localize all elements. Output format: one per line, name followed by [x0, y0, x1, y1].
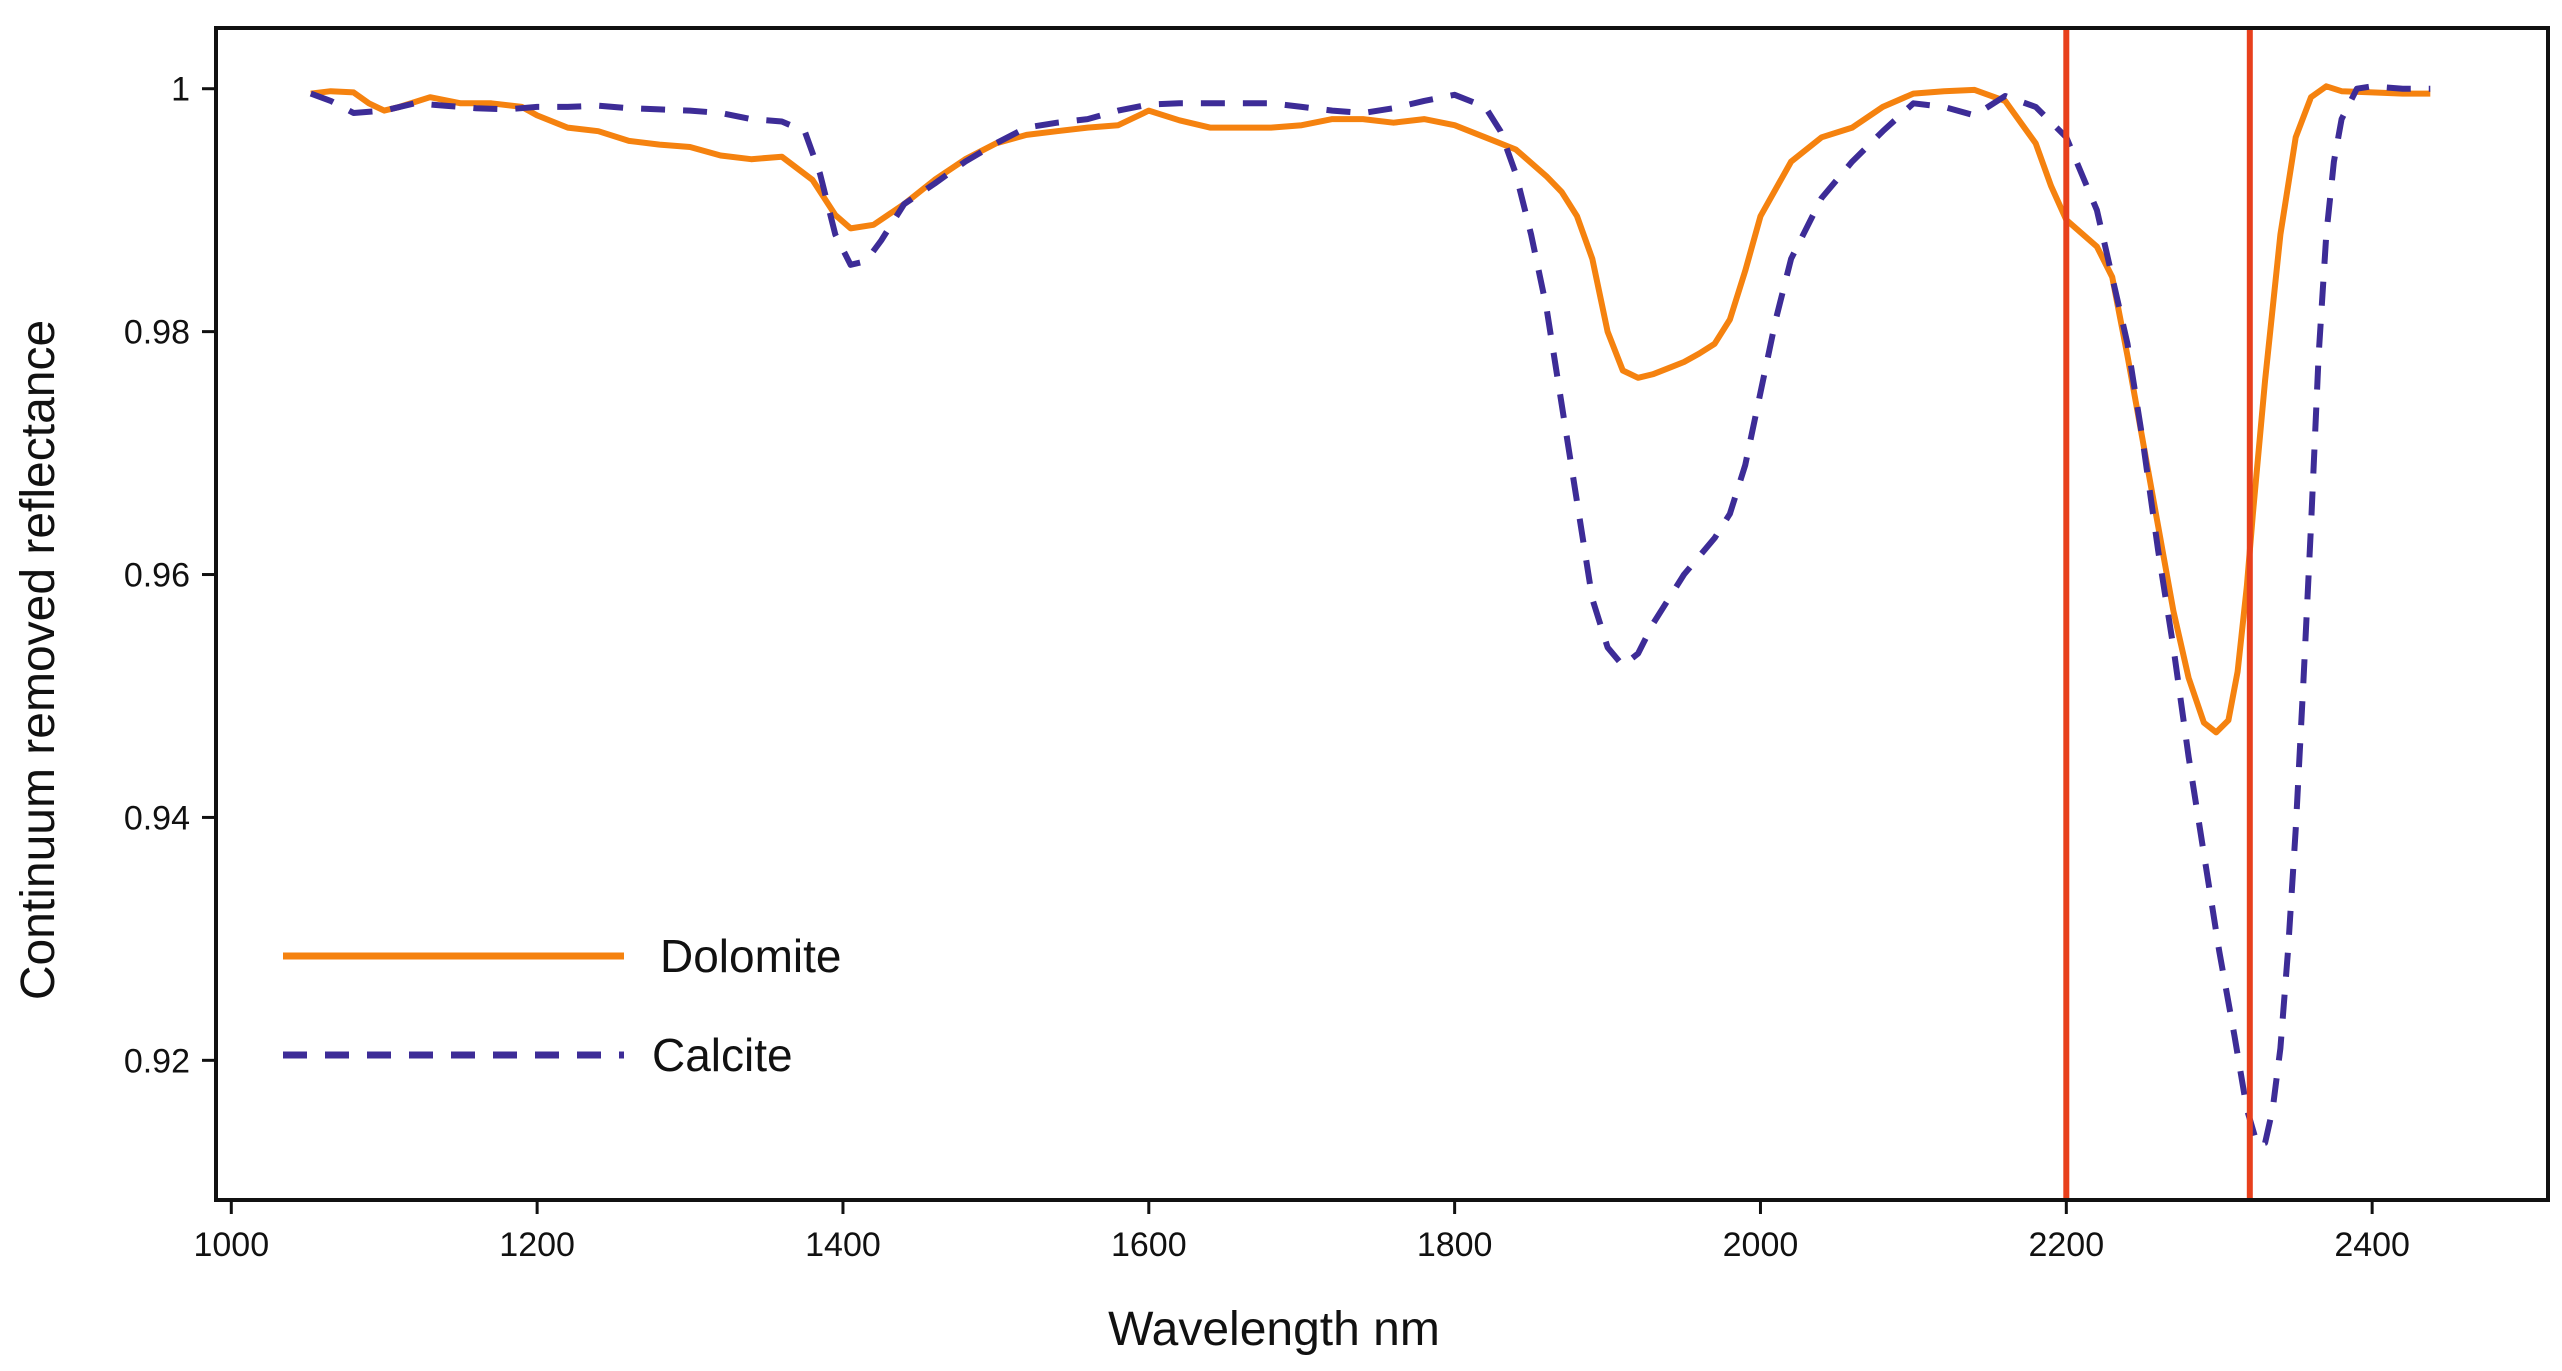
y-axis-title: Continuum removed reflectance: [12, 320, 65, 1000]
legend-label-dolomite: Dolomite: [660, 930, 842, 982]
legend-label-calcite: Calcite: [652, 1029, 793, 1081]
x-axis-ticks: 1000 1200 1400 1600 1800 2000 2200 2400: [193, 1200, 2410, 1264]
y-tick-label: 0.94: [124, 799, 190, 837]
series-line-dolomite: [310, 83, 2431, 736]
x-tick-label: 1000: [193, 1226, 269, 1264]
series-line-calcite: [309, 83, 2431, 1149]
legend: Dolomite Calcite: [283, 930, 842, 1081]
x-tick-label: 2000: [1723, 1226, 1799, 1264]
x-tick-label: 1800: [1417, 1226, 1493, 1264]
x-tick-label: 1400: [805, 1226, 881, 1264]
x-axis-title: Wavelength nm: [1108, 1303, 1440, 1356]
x-tick-label: 2200: [2028, 1226, 2104, 1264]
x-tick-label: 1600: [1111, 1226, 1187, 1264]
vertical-line-layer: [2063, 28, 2253, 1200]
x-tick-label: 1200: [499, 1226, 575, 1264]
y-tick-label: 1: [171, 71, 190, 109]
series-layer: [309, 83, 2431, 1149]
y-tick-label: 0.98: [124, 314, 190, 352]
y-tick-label: 0.96: [124, 557, 190, 595]
y-axis-ticks: 0.92 0.94 0.96 0.98 1: [124, 71, 216, 1080]
x-tick-label: 2400: [2334, 1226, 2410, 1264]
y-tick-label: 0.92: [124, 1042, 190, 1080]
plot-frame: [214, 26, 2550, 1202]
